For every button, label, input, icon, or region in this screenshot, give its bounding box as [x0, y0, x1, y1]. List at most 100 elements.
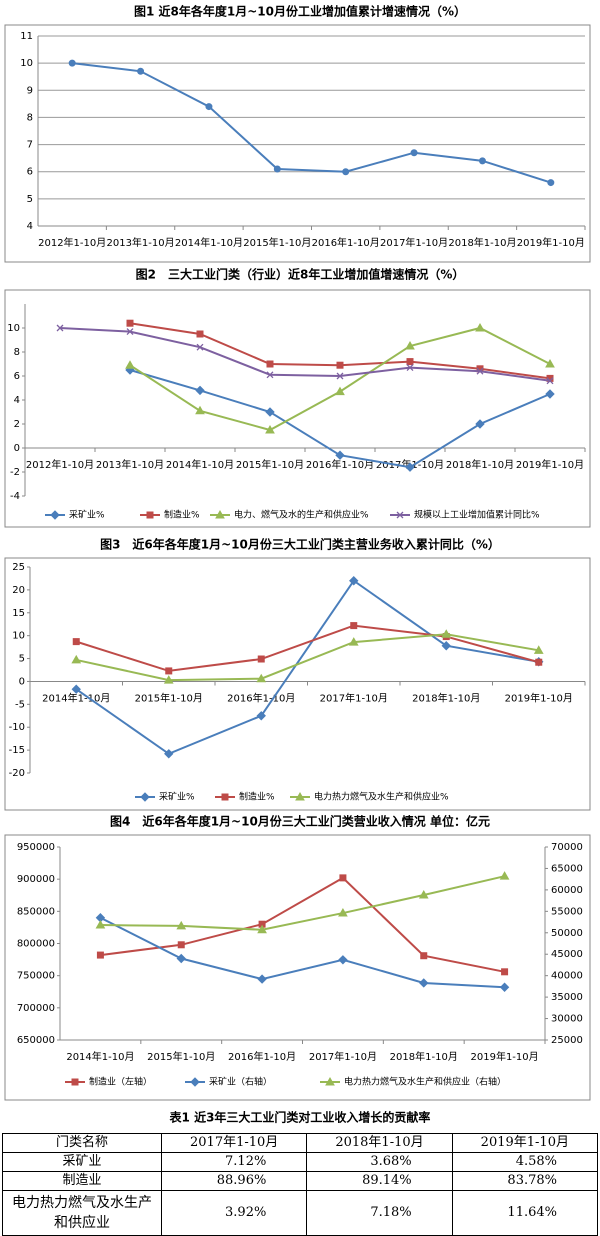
- x-tick-label: 2015年1-10月: [147, 1050, 215, 1063]
- cell: 3.92%: [160, 1190, 308, 1236]
- y-tick-label: 8: [27, 112, 33, 123]
- marker: [336, 361, 344, 369]
- marker: [71, 684, 81, 694]
- x-tick-label: 2015年1-10月: [135, 691, 203, 704]
- y-tick-label: 0: [19, 676, 25, 687]
- chart-frame: [4, 557, 591, 811]
- y2-tick-label: 45000: [551, 949, 583, 960]
- x-tick-label: 2016年1-10月: [227, 691, 295, 704]
- y-tick-label: 5: [19, 654, 25, 665]
- marker: [478, 157, 486, 165]
- y-tick-label: 4: [14, 395, 20, 406]
- marker: [475, 322, 485, 332]
- y-tick-label: 11: [20, 31, 33, 42]
- cell: 88.96%: [160, 1171, 308, 1191]
- marker: [196, 343, 204, 351]
- marker: [499, 871, 510, 880]
- marker: [545, 389, 555, 399]
- chart-frame: [4, 24, 591, 263]
- series-line: [75, 579, 539, 755]
- marker: [265, 424, 275, 434]
- marker: [257, 924, 267, 934]
- table-row: 制造业 88.96% 89.14% 83.78%: [2, 1171, 599, 1191]
- y2-tick-label: 35000: [551, 992, 583, 1003]
- marker: [533, 645, 544, 654]
- marker: [96, 951, 104, 959]
- marker: [125, 360, 135, 369]
- y-tick-label: -10: [9, 722, 25, 733]
- marker: [177, 941, 185, 949]
- marker: [176, 920, 187, 930]
- y2-tick-label: 30000: [551, 1014, 583, 1025]
- marker: [476, 367, 484, 375]
- marker: [441, 629, 452, 638]
- marker: [256, 711, 266, 721]
- x-tick-label: 2012年1-10月: [26, 458, 94, 471]
- marker: [501, 968, 509, 976]
- x-tick-label: 2018年1-10月: [446, 458, 514, 471]
- y-tick-label: 5: [27, 194, 33, 205]
- y-tick-label: 7: [27, 140, 33, 151]
- x-tick-label: 2015年1-10月: [243, 236, 311, 249]
- legend-label: 电力、燃气及水的生产和供应业%: [234, 509, 369, 521]
- legend-marker: [190, 1077, 200, 1087]
- marker: [273, 165, 281, 173]
- contribution-table: 门类名称 2017年1-10月 2018年1-10月 2019年1-10月 采矿…: [2, 1133, 599, 1236]
- y-tick-label: 15: [12, 608, 25, 619]
- marker: [257, 974, 267, 984]
- cell: 89.14%: [306, 1171, 453, 1191]
- y-tick-label: 10: [7, 323, 20, 334]
- legend-marker: [146, 511, 154, 519]
- x-tick-label: 2016年1-10月: [306, 458, 374, 471]
- y-tick-label: 850000: [17, 906, 55, 917]
- legend-label: 采矿业（右轴）: [209, 1076, 272, 1088]
- cell: 7.18%: [306, 1190, 453, 1236]
- cell: 3.68%: [306, 1152, 453, 1172]
- cell: 11.64%: [451, 1190, 599, 1236]
- x-tick-label: 2017年1-10月: [320, 691, 388, 704]
- x-tick-label: 2014年1-10月: [175, 236, 243, 249]
- marker: [546, 377, 554, 385]
- marker: [176, 953, 186, 964]
- x-tick-label: 2016年1-10月: [228, 1050, 296, 1063]
- marker: [335, 386, 345, 396]
- x-tick-label: 2019年1-10月: [471, 1050, 539, 1063]
- marker: [349, 576, 359, 586]
- marker: [406, 364, 414, 372]
- marker: [195, 405, 205, 415]
- x-tick-label: 2018年1-10月: [390, 1050, 458, 1063]
- marker: [499, 982, 510, 992]
- x-tick-label: 2017年1-10月: [380, 236, 448, 249]
- marker: [339, 874, 347, 882]
- marker: [441, 641, 451, 651]
- x-tick-label: 2017年1-10月: [309, 1050, 377, 1063]
- marker: [342, 168, 350, 176]
- legend-marker: [71, 1078, 79, 1086]
- table-title: 表1 近3年三大工业门类对工业收入增长的贡献率: [169, 1110, 431, 1125]
- legend-label: 采矿业%: [69, 509, 105, 521]
- y-tick-label: -4: [10, 491, 20, 502]
- marker: [72, 638, 80, 646]
- x-tick-label: 2018年1-10月: [448, 236, 516, 249]
- y-tick-label: 750000: [17, 971, 55, 982]
- y-tick-label: 8: [14, 347, 20, 358]
- legend-label: 制造业%: [239, 791, 275, 803]
- marker: [350, 622, 358, 630]
- y2-tick-label: 50000: [551, 928, 583, 939]
- header-cell: 2018年1-10月: [306, 1133, 453, 1153]
- marker: [266, 371, 274, 379]
- chart-title: 图4 近6年各年度1月~10月份三大工业门类营业收入情况 单位：亿元: [110, 814, 490, 829]
- x-tick-label: 2019年1-10月: [516, 458, 584, 471]
- y-tick-label: 4: [27, 221, 33, 232]
- marker: [418, 890, 429, 899]
- marker: [475, 419, 485, 429]
- legend-label: 制造业（左轴）: [89, 1076, 152, 1088]
- y-tick-label: 6: [27, 167, 33, 178]
- marker: [137, 67, 145, 75]
- header-cell: 2019年1-10月: [451, 1133, 599, 1153]
- cell: 制造业: [2, 1171, 162, 1191]
- y2-tick-label: 25000: [551, 1035, 583, 1046]
- marker: [420, 952, 428, 960]
- x-tick-label: 2019年1-10月: [505, 691, 573, 704]
- marker: [165, 667, 173, 675]
